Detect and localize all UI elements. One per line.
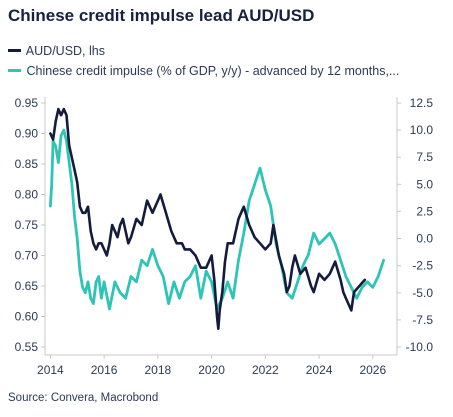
- legend-label-impulse: Chinese credit impulse (% of GDP, y/y) -…: [26, 64, 400, 78]
- series-line-aud: [49, 107, 367, 330]
- y-right-tick-label: -7.5: [412, 313, 433, 327]
- y-right-tick-label: -10.0: [406, 340, 434, 354]
- y-left-tick-label: 0.85: [15, 157, 39, 171]
- y-left-tick-label: 0.70: [15, 249, 39, 263]
- y-left-tick-label: 0.60: [15, 310, 39, 324]
- y-right-tick-label: 12.5: [410, 96, 434, 110]
- y-right-tick-label: 0.0: [416, 232, 433, 246]
- legend-item-impulse: Chinese credit impulse (% of GDP, y/y) -…: [8, 64, 448, 78]
- legend-item-aud: AUD/USD, lhs: [8, 44, 105, 58]
- y-right-tick-label: 7.5: [416, 150, 433, 164]
- legend-swatch-impulse: [8, 69, 21, 73]
- x-tick-label: 2016: [91, 363, 118, 377]
- x-tick-label: 2018: [145, 363, 172, 377]
- legend-swatch-aud: [8, 49, 21, 53]
- source-note: Source: Convera, Macrobond: [8, 392, 159, 404]
- y-left-tick-label: 0.55: [15, 340, 39, 354]
- y-left-tick-label: 0.65: [15, 279, 39, 293]
- x-tick-label: 2026: [359, 363, 386, 377]
- x-tick-label: 2022: [252, 363, 279, 377]
- y-right-tick-label: 10.0: [410, 123, 434, 137]
- y-right-tick-label: 5.0: [416, 177, 433, 191]
- x-tick-label: 2024: [306, 363, 333, 377]
- y-left-tick-label: 0.90: [15, 127, 39, 141]
- y-left-tick-label: 0.80: [15, 188, 39, 202]
- y-right-tick-label: 2.5: [416, 204, 433, 218]
- y-right-tick-label: -5.0: [412, 286, 433, 300]
- x-tick-label: 2020: [198, 363, 225, 377]
- y-left-tick-label: 0.95: [15, 96, 39, 110]
- y-right-tick-label: -2.5: [412, 259, 433, 273]
- y-left-tick-label: 0.75: [15, 218, 39, 232]
- x-tick-label: 2014: [37, 363, 64, 377]
- series-line-impulse: [49, 128, 385, 311]
- chart-title: Chinese credit impulse lead AUD/USD: [8, 6, 315, 25]
- legend-label-aud: AUD/USD, lhs: [25, 44, 105, 58]
